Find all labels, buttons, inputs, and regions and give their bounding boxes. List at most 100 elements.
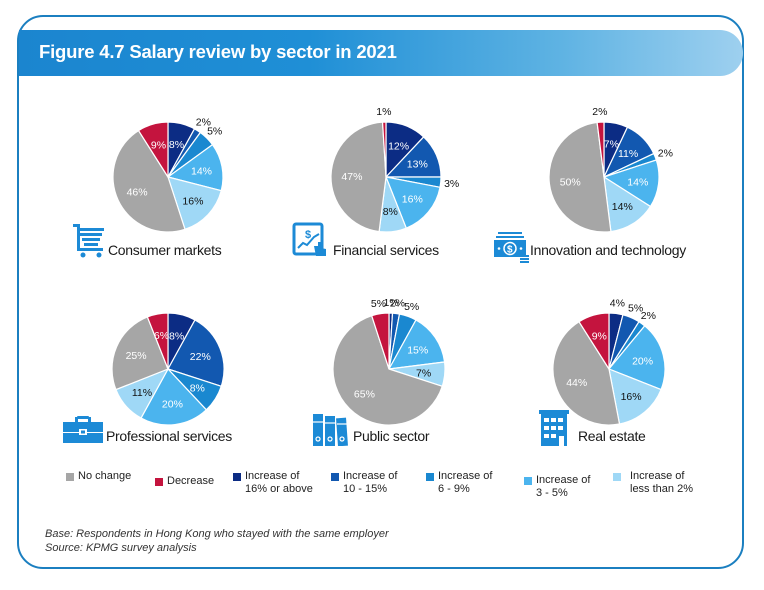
svg-text:$: $ [305,229,311,241]
sector-label-professional-services: Professional services [106,428,232,444]
sector-label-financial-services: Financial services [333,242,439,258]
pie-data-label: 50% [560,176,581,188]
pie-data-label: 5% [628,303,643,315]
legend-label: Increase of 6 - 9% [438,470,493,495]
pie-data-label: 8% [169,139,184,151]
sector-label-public-sector: Public sector [353,428,430,444]
footnote-base: Base: Respondents in Hong Kong who staye… [45,528,389,540]
shopping-cart-icon [73,224,104,258]
legend-swatch [426,473,434,481]
pie-slice-no-change [332,314,444,426]
pie-slice-inc-10-15 [167,319,225,388]
pie-data-label: 2% [390,298,405,310]
legend-item-increase-16-plus: Increase of 16% or above [233,470,313,496]
pie-slice-no-change [112,129,186,233]
svg-text:$: $ [507,245,513,256]
pie-slice-inc-3-5 [140,367,208,426]
pie-data-label: 2% [592,106,607,118]
sector-label-real-estate: Real estate [578,428,646,444]
pie-data-label: 8% [169,330,184,342]
legend-item-increase-6-9: Increase of 6 - 9% [426,470,492,496]
chart-legend: No change Decrease Increase of 16% or ab… [0,470,764,510]
sector-label-innovation-technology: Innovation and technology [530,242,686,258]
pie-data-label: 4% [610,298,625,310]
pie-slice-decrease [146,312,169,370]
pie-financial-services: 12% 13% 3% 16% 8% 47% 1% [330,106,459,233]
sector-label-consumer-markets: Consumer markets [108,242,222,258]
legend-label: Increase of less than 2% [630,470,693,495]
pie-data-label: 9% [151,139,166,151]
pie-data-label: 7% [416,367,431,379]
legend-label: Increase of 16% or above [245,470,313,495]
briefcase-icon [63,416,103,443]
pie-data-label: 20% [162,398,183,410]
legend-swatch [524,477,532,485]
figure-header: Figure 4.7 Salary review by sector in 20… [19,30,743,76]
money-bill-icon: $ [494,232,529,263]
pie-data-label: 12% [388,140,409,152]
legend-item-increase-less-than-2: Increase of less than 2% [613,470,693,496]
pie-slice-decrease [578,312,610,372]
pie-data-label: 5% [371,298,386,310]
pie-data-label: 8% [190,383,205,395]
pie-data-label: 1% [384,297,399,309]
pie-data-label: 46% [127,187,148,199]
pie-public-sector: 1%2% 5%15%7%65%5% [332,297,446,426]
legend-swatch [331,473,339,481]
pie-innovation-and-technology: 7%11% 2% 14% 14% 50% 2% [548,106,673,233]
pie-data-label: 7% [604,139,619,151]
pie-slice-decrease [381,121,387,178]
pie-data-label: 16% [182,195,203,207]
pie-data-label: 1% [376,106,391,118]
pie-data-label: 20% [632,355,653,367]
legend-label: Increase of 10 - 15% [343,470,398,495]
binders-icon [313,414,348,446]
pie-data-label: 3% [444,178,459,190]
pie-data-label: 47% [341,171,362,183]
pie-data-label: 15% [407,345,428,357]
pie-data-label: 5% [404,301,419,313]
pie-data-label: 9% [592,331,607,343]
pie-data-label: 14% [627,176,648,188]
pie-real-estate: 4% 5%2% 20% 16% 44% 9% [552,298,666,426]
legend-item-increase-3-5: Increase of 3 - 5% [524,474,590,500]
pie-data-label: 8% [383,206,398,218]
legend-swatch [613,473,621,481]
figure-title: Figure 4.7 Salary review by sector in 20… [39,41,397,62]
legend-item-no-change: No change [66,470,131,483]
pie-data-label: 11% [132,387,152,399]
financial-tablet-icon: $ [292,222,326,256]
pie-data-label: 65% [354,389,375,401]
legend-item-decrease: Decrease [155,475,214,488]
pie-consumer-markets: 8% 2%5% 14% 16% 46% 9% [112,116,224,233]
pie-data-label: 14% [191,166,212,178]
pie-data-label: 16% [402,194,423,206]
legend-label: Increase of 3 - 5% [536,474,591,499]
footnote: Base: Respondents in Hong Kong who staye… [45,527,389,555]
pie-slice-no-change [548,121,612,233]
pie-data-label: 6% [154,330,169,342]
pie-data-label: 14% [612,201,633,213]
pie-slice-no-change [330,121,387,233]
pie-data-label: 2% [196,116,211,128]
pie-data-label: 13% [407,159,428,171]
legend-item-increase-10-15: Increase of 10 - 15% [331,470,397,496]
pie-data-label: 22% [190,351,211,363]
legend-swatch [66,473,74,481]
pie-data-label: 2% [658,148,673,160]
pie-data-label: 25% [126,350,147,362]
legend-label: Decrease [167,475,215,487]
pie-professional-services: 8% 22% 8% 20% 11% 25% 6% [111,312,225,426]
figure-frame [17,15,744,569]
pie-data-label: 2% [641,310,656,322]
pie-slice-inc-lt-2 [608,368,662,425]
pie-data-label: 44% [566,377,587,389]
pie-data-label: 5% [207,125,222,137]
legend-swatch [233,473,241,481]
pie-slice-decrease [370,312,390,370]
pie-data-label: 16% [621,391,642,403]
pie-slice-inc-3-5 [385,176,441,229]
pie-data-label: 11% [618,148,638,160]
pie-slice-decrease [596,121,605,178]
